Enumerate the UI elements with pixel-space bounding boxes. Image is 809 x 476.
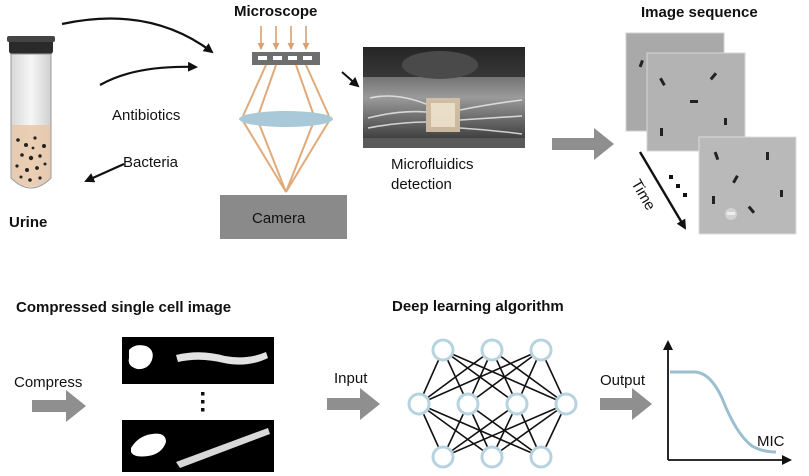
neural-network (407, 338, 578, 469)
compressed-title: Compressed single cell image (16, 299, 231, 316)
time-label: Time (628, 177, 659, 214)
objective-lens (239, 111, 333, 127)
mic-curve (670, 370, 777, 454)
nn-node (407, 392, 431, 416)
sample-slide (252, 52, 320, 65)
mic-label: MIC (757, 433, 785, 450)
cell-image-bottom (122, 420, 274, 472)
ellipsis-dots (669, 175, 687, 197)
input-label: Input (334, 370, 368, 387)
nn-node (529, 445, 553, 469)
cell-image-top (122, 337, 274, 384)
compress-label: Compress (14, 374, 82, 391)
nn-node (480, 338, 504, 362)
input-arrow (327, 388, 380, 420)
bacteria-arrow (84, 162, 125, 183)
urine-to-microscope-arrow (61, 17, 214, 54)
output-arrow (600, 388, 652, 420)
compress-arrow (32, 390, 86, 422)
nn-connection (491, 403, 567, 458)
nn-node (431, 445, 455, 469)
microfluidics-photo (363, 47, 525, 148)
nn-node (431, 338, 455, 362)
nn-connection (442, 403, 518, 458)
nn-connection (442, 403, 567, 458)
nn-node (480, 445, 504, 469)
antibiotics-label: Antibiotics (112, 107, 180, 124)
nn-node (554, 392, 578, 416)
illumination-arrows (257, 26, 310, 50)
nn-node (529, 338, 553, 362)
microscope-title: Microscope (234, 3, 317, 20)
time-arrow (638, 151, 687, 230)
nn-connection (467, 349, 542, 405)
microscope-to-chip-arrow (341, 71, 360, 88)
mic-plot (663, 340, 792, 465)
image-frame-middle (646, 52, 746, 152)
urine-label: Urine (9, 214, 47, 231)
image-frame-front (698, 136, 797, 235)
to-image-sequence-arrow (552, 128, 614, 160)
output-label: Output (600, 372, 646, 389)
microfluidics-label-line2: detection (391, 176, 452, 193)
camera-box (220, 195, 347, 239)
image-sequence-title: Image sequence (641, 4, 758, 21)
urine-tube (7, 36, 55, 189)
bacteria-label: Bacteria (123, 154, 179, 171)
camera-label: Camera (252, 210, 306, 227)
antibiotics-arrow (99, 61, 198, 86)
microfluidics-label-line1: Microfluidics (391, 156, 474, 173)
light-beam (242, 64, 330, 193)
deep-learning-title: Deep learning algorithm (392, 298, 564, 315)
nn-node (505, 392, 529, 416)
nn-connection (418, 349, 493, 405)
nn-node (456, 392, 480, 416)
ellipsis-dots-vertical (201, 392, 205, 412)
nn-connection (418, 349, 542, 405)
